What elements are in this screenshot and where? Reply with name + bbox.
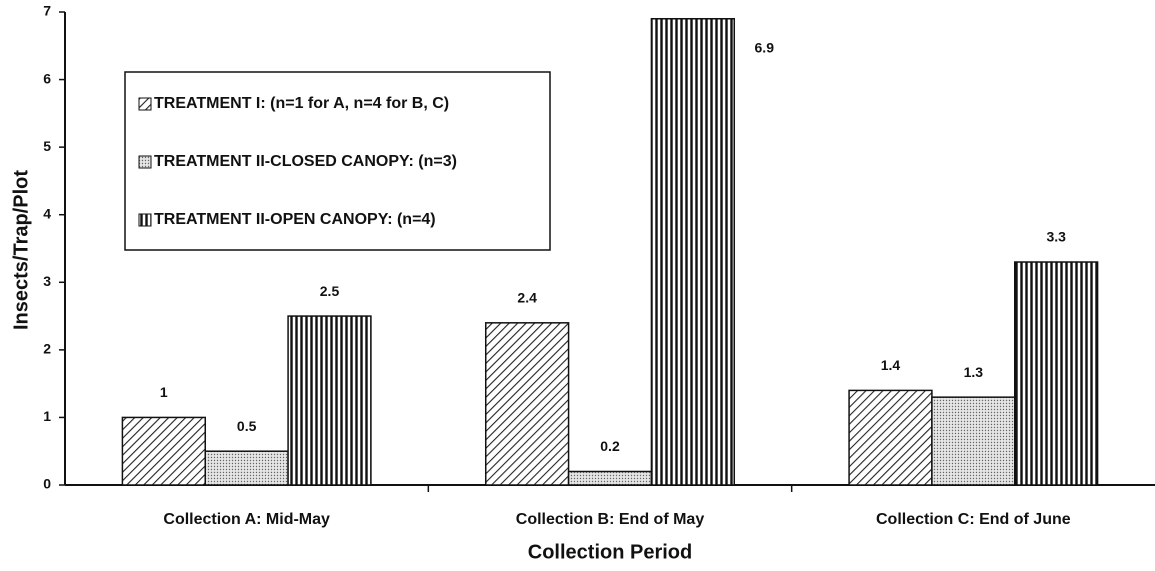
legend-label: TREATMENT II-CLOSED CANOPY: (n=3) — [154, 153, 457, 170]
x-tick-label: Collection A: Mid-May — [163, 511, 330, 528]
bar — [931, 396, 1016, 486]
data-label: 3.3 — [1046, 229, 1066, 245]
x-tick-label: Collection B: End of May — [516, 511, 705, 528]
bar — [1014, 261, 1099, 486]
bar — [287, 315, 372, 486]
legend-label: TREATMENT I: (n=1 for A, n=4 for B, C) — [154, 95, 449, 112]
bar — [484, 322, 570, 486]
data-label: 2.5 — [320, 283, 340, 299]
y-tick-label: 2 — [43, 341, 51, 357]
legend-swatch — [138, 155, 152, 169]
data-label: 1 — [160, 384, 168, 400]
bar — [204, 450, 289, 486]
data-label: 6.9 — [755, 39, 775, 55]
bar — [567, 470, 653, 486]
data-label: 1.4 — [881, 357, 901, 373]
bar — [848, 389, 933, 486]
y-tick-label: 7 — [43, 3, 51, 19]
legend-swatch — [138, 213, 152, 227]
y-axis-title: Insects/Trap/Plot — [10, 170, 32, 330]
bar — [650, 18, 736, 486]
legend-label: TREATMENT II-OPEN CANOPY: (n=4) — [154, 211, 436, 228]
legend-swatch — [138, 97, 152, 111]
data-label: 1.3 — [964, 364, 984, 380]
bar — [121, 416, 206, 486]
y-tick-label: 5 — [43, 138, 51, 154]
data-label: 0.2 — [600, 438, 620, 454]
x-axis-title: Collection Period — [528, 541, 692, 563]
y-tick-label: 4 — [43, 205, 51, 221]
x-tick-label: Collection C: End of June — [876, 511, 1071, 528]
y-tick-label: 3 — [43, 273, 51, 289]
data-label: 2.4 — [517, 290, 537, 306]
y-tick-label: 6 — [43, 70, 51, 86]
data-label: 0.5 — [237, 418, 257, 434]
y-tick-label: 1 — [43, 408, 51, 424]
legend-box — [124, 71, 551, 251]
y-tick-label: 0 — [43, 476, 51, 492]
